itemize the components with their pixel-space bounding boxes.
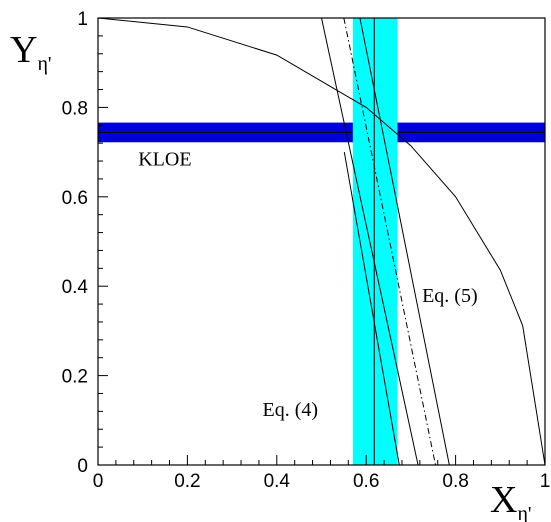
y-tick-label: 0	[77, 456, 88, 477]
x-tick-label: 1	[540, 471, 551, 492]
x-tick-label: 0.8	[442, 471, 468, 492]
x-tick-label: 0	[93, 471, 104, 492]
y-tick-label: 0.6	[62, 188, 88, 209]
plot-frame	[97, 17, 546, 466]
x-axis-label: Xη'	[490, 479, 532, 522]
y-axis-label: Yη'	[10, 29, 52, 75]
x-tick-label: 0.4	[264, 471, 291, 492]
y-tick-label: 0.2	[62, 367, 88, 388]
annotations-layer: KLOE Eq. (5) Eq. (4)	[138, 149, 477, 421]
y-tick-label: 1	[77, 9, 88, 30]
x-tick-label: 0.2	[174, 471, 200, 492]
ticks-layer: 0 0.2 0.4 0.6 0.8 1 0 0.2 0.4 0.6 0.8 1	[62, 9, 551, 492]
annotation-label: KLOE	[138, 149, 191, 171]
series-line-2	[321, 18, 419, 465]
plot-background	[98, 18, 545, 465]
y-tick-label: 0.4	[62, 277, 89, 298]
annotation-label: Eq. (4)	[262, 399, 318, 421]
vertical-band	[352, 18, 398, 465]
y-tick-label: 0.8	[62, 98, 88, 119]
x-tick-label: 0.6	[353, 471, 379, 492]
annotation-label: Eq. (5)	[422, 285, 478, 307]
series-line-6	[343, 152, 400, 465]
series-layer	[98, 18, 545, 465]
series-line-4	[343, 18, 436, 465]
series-line-3	[359, 18, 450, 465]
series-line-1	[98, 18, 545, 465]
